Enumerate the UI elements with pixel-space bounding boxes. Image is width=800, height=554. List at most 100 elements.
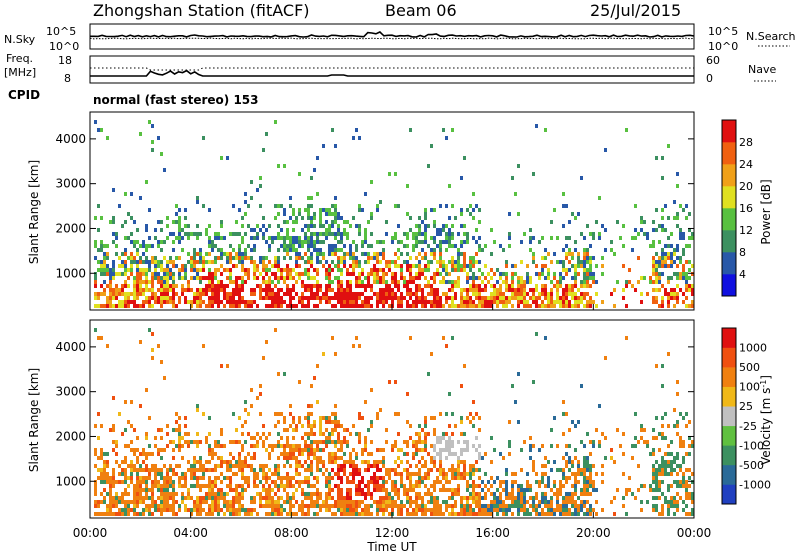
power-cell (376, 292, 379, 296)
velocity-cell (358, 488, 361, 492)
velocity-cell (541, 476, 544, 480)
power-colorbar-tick: 28 (739, 136, 753, 149)
velocity-cell (244, 420, 247, 424)
power-cell (667, 276, 670, 280)
power-cell (277, 224, 280, 228)
velocity-cell (679, 484, 682, 488)
velocity-cell (364, 400, 367, 404)
velocity-cell (553, 480, 556, 484)
power-cell (565, 296, 568, 300)
velocity-cell (160, 488, 163, 492)
velocity-cell (580, 504, 583, 508)
power-cell (517, 296, 520, 300)
power-cell (301, 216, 304, 220)
velocity-cell (526, 500, 529, 504)
power-cell (163, 300, 166, 304)
power-data-cells (94, 120, 694, 308)
velocity-cell (571, 504, 574, 508)
velocity-cell (412, 456, 415, 460)
velocity-cell (370, 388, 373, 392)
power-cell (610, 292, 613, 296)
velocity-cell (214, 484, 217, 488)
velocity-cell (274, 480, 277, 484)
power-cell (208, 240, 211, 244)
velocity-cell (211, 480, 214, 484)
power-cell (277, 280, 280, 284)
velocity-cell (682, 440, 685, 444)
power-cell (367, 296, 370, 300)
power-cell (289, 288, 292, 292)
power-cell (154, 256, 157, 260)
velocity-cell (430, 512, 433, 516)
velocity-cell (403, 492, 406, 496)
power-cell (565, 204, 568, 208)
power-cell (130, 292, 133, 296)
power-cell (508, 296, 511, 300)
power-cell (154, 236, 157, 240)
velocity-cell (454, 512, 457, 516)
velocity-cell (532, 444, 535, 448)
power-cell (103, 304, 106, 308)
velocity-cell (169, 496, 172, 500)
velocity-cell (130, 448, 133, 452)
power-cell (175, 264, 178, 268)
power-cell (565, 244, 568, 248)
velocity-cell (127, 476, 130, 480)
power-cell (679, 204, 682, 208)
velocity-cell (361, 508, 364, 512)
power-cell (277, 212, 280, 216)
velocity-cell (601, 432, 604, 436)
velocity-cell (229, 512, 232, 516)
velocity-cell (133, 496, 136, 500)
power-cell (625, 280, 628, 284)
power-cell (229, 260, 232, 264)
power-cell (274, 216, 277, 220)
power-cell (442, 264, 445, 268)
velocity-cell (229, 460, 232, 464)
velocity-cell (469, 492, 472, 496)
velocity-cell (214, 496, 217, 500)
velocity-cell (439, 452, 442, 456)
velocity-cell (217, 500, 220, 504)
velocity-cell (247, 508, 250, 512)
power-cell (166, 264, 169, 268)
power-cell (577, 272, 580, 276)
power-cell (106, 272, 109, 276)
velocity-cell (166, 444, 169, 448)
power-cell (661, 304, 664, 308)
power-cell (94, 284, 97, 288)
power-cell (328, 284, 331, 288)
power-cell (199, 296, 202, 300)
power-cell (169, 268, 172, 272)
power-cell (187, 300, 190, 304)
velocity-cell (178, 440, 181, 444)
power-cell (622, 296, 625, 300)
velocity-cell (682, 500, 685, 504)
velocity-cell (283, 448, 286, 452)
power-cell (496, 292, 499, 296)
power-cell (196, 260, 199, 264)
velocity-cell (316, 476, 319, 480)
power-cell (559, 304, 562, 308)
power-cell (262, 280, 265, 284)
velocity-cell (196, 432, 199, 436)
power-cell (202, 264, 205, 268)
velocity-cell (154, 472, 157, 476)
velocity-cell (676, 432, 679, 436)
velocity-cell (157, 508, 160, 512)
velocity-cell (277, 500, 280, 504)
velocity-cell (208, 448, 211, 452)
power-cell (157, 260, 160, 264)
velocity-cell (490, 492, 493, 496)
power-cell (346, 280, 349, 284)
power-cell (172, 272, 175, 276)
power-cell (418, 240, 421, 244)
velocity-cell (481, 488, 484, 492)
power-cell (403, 296, 406, 300)
velocity-cell (382, 464, 385, 468)
velocity-cell (442, 472, 445, 476)
power-cell (658, 240, 661, 244)
velocity-cell (250, 508, 253, 512)
power-cell (226, 276, 229, 280)
power-cell (340, 280, 343, 284)
